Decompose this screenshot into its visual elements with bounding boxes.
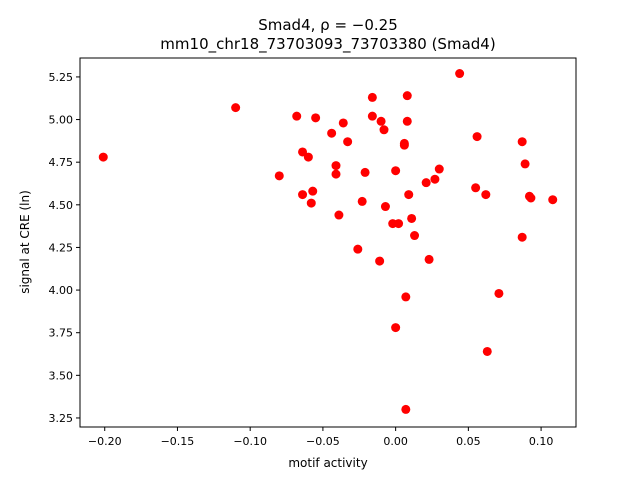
data-point — [379, 125, 389, 135]
x-tick-label: 0.00 — [383, 435, 408, 448]
data-point — [306, 198, 316, 208]
x-tick-label: −0.15 — [161, 435, 195, 448]
data-point — [327, 128, 337, 138]
data-point — [517, 232, 527, 242]
x-tick-label: −0.20 — [88, 435, 122, 448]
chart-subtitle: mm10_chr18_73703093_73703380 (Smad4) — [160, 35, 495, 54]
chart-title: Smad4, ρ = −0.25 — [258, 16, 398, 34]
data-point — [311, 113, 321, 123]
data-point — [391, 323, 401, 333]
data-point — [494, 288, 504, 298]
plot-frame — [79, 57, 577, 428]
data-point — [430, 174, 440, 184]
y-tick-label: 4.00 — [49, 284, 74, 297]
data-point — [402, 116, 412, 126]
data-point — [331, 161, 341, 171]
data-point — [376, 116, 386, 126]
data-point — [367, 92, 377, 102]
data-point — [298, 147, 308, 157]
x-tick-label: −0.10 — [233, 435, 267, 448]
data-point — [98, 152, 108, 162]
data-point — [402, 91, 412, 101]
data-point — [410, 231, 420, 241]
data-point — [380, 202, 390, 212]
data-point — [482, 346, 492, 356]
data-point — [434, 164, 444, 174]
data-point — [391, 166, 401, 176]
y-tick-label: 5.25 — [49, 71, 74, 84]
data-point — [401, 404, 411, 414]
data-point — [548, 195, 558, 205]
data-point — [471, 183, 481, 193]
y-tick-label: 4.50 — [49, 199, 74, 212]
x-tick-label: −0.05 — [306, 435, 340, 448]
data-point — [231, 103, 241, 113]
data-point — [292, 111, 302, 121]
y-tick-label: 4.25 — [49, 241, 74, 254]
x-tick-label: 0.10 — [529, 435, 554, 448]
data-point — [334, 210, 344, 220]
data-point — [360, 167, 370, 177]
data-point — [298, 190, 308, 200]
data-point — [404, 190, 414, 200]
x-axis-label: motif activity — [288, 456, 367, 470]
y-axis-label: signal at CRE (ln) — [18, 190, 32, 294]
data-point — [421, 178, 431, 188]
data-point — [472, 132, 482, 142]
y-tick-label: 3.75 — [49, 327, 74, 340]
data-point — [517, 137, 527, 147]
y-tick-label: 5.00 — [49, 114, 74, 127]
data-point — [520, 159, 530, 169]
data-point — [338, 118, 348, 128]
x-tick-label: 0.05 — [456, 435, 481, 448]
y-tick-label: 4.75 — [49, 156, 74, 169]
data-point — [303, 152, 313, 162]
data-point — [343, 137, 353, 147]
data-point — [331, 169, 341, 179]
data-point — [399, 140, 409, 150]
data-point — [308, 186, 318, 196]
data-point — [394, 219, 404, 229]
y-tick-label: 3.50 — [49, 369, 74, 382]
data-point — [274, 171, 284, 181]
data-point — [424, 254, 434, 264]
data-point — [375, 256, 385, 266]
data-point — [367, 111, 377, 121]
data-point — [455, 69, 465, 79]
data-point — [353, 244, 363, 254]
data-point — [481, 190, 491, 200]
data-point — [401, 292, 411, 302]
data-point — [526, 193, 536, 203]
y-tick-label: 3.25 — [49, 412, 74, 425]
data-point — [357, 196, 367, 206]
data-point — [407, 213, 417, 223]
